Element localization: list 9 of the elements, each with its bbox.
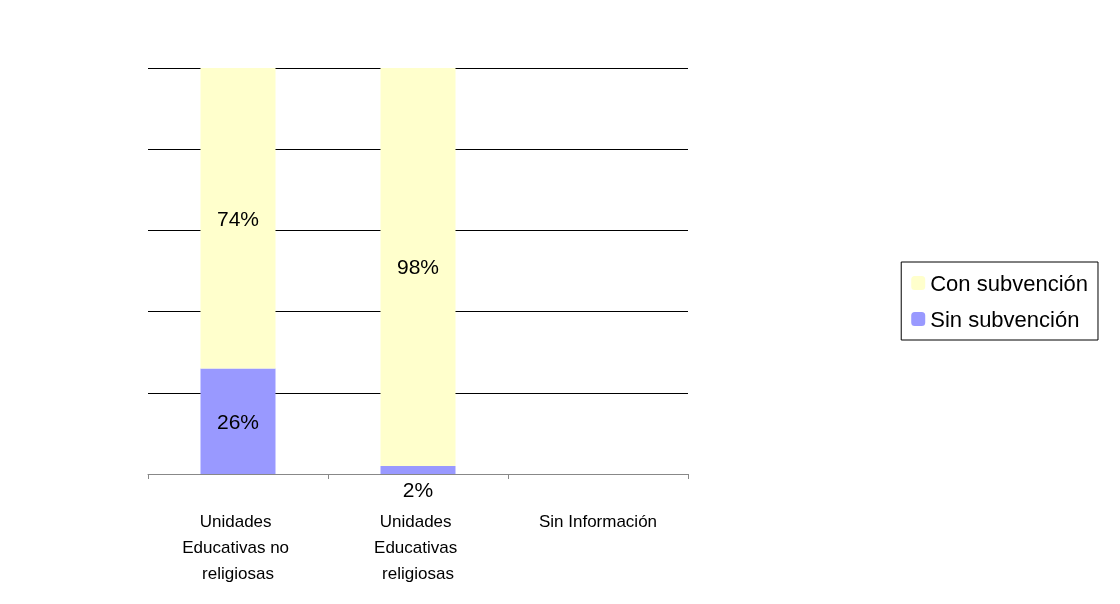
x-tick-label: Unidades Educativas no religiosas — [182, 511, 294, 583]
data-label: 74% — [216, 206, 260, 230]
data-label: 2% — [402, 478, 434, 501]
data-label: 26% — [216, 409, 260, 433]
legend-label: Con subvención — [930, 270, 1089, 296]
data-label: 98% — [396, 255, 440, 279]
x-tick-label: Unidades Educativas religiosas — [374, 511, 462, 583]
x-tick-label: Sin Información — [538, 511, 658, 531]
legend-label: Sin subvención — [930, 306, 1080, 332]
